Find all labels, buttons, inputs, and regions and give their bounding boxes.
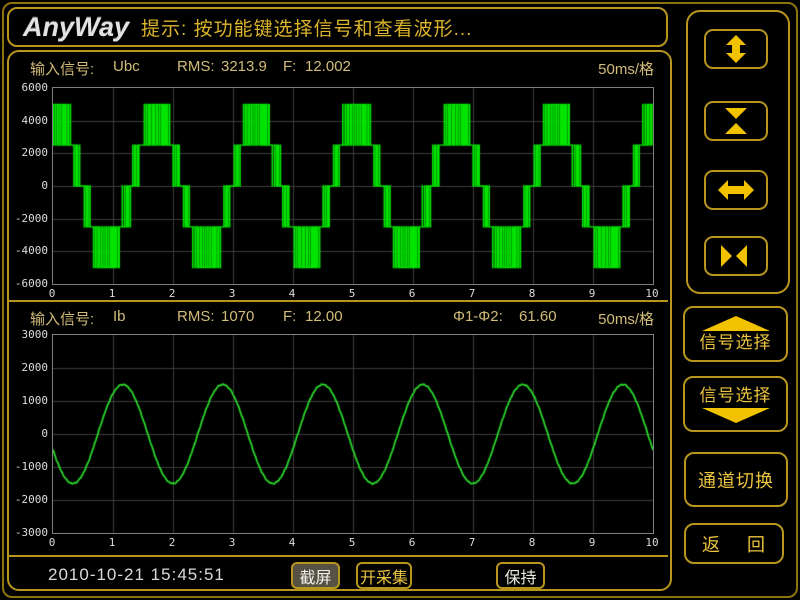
waveform-display-ib <box>52 334 654 534</box>
chart2-timebase: 50ms/格 <box>598 311 654 328</box>
chart2-phase-value: 61.60 <box>519 308 557 325</box>
y-tick-label: 3000 <box>21 328 49 341</box>
chart1-rms-value: 3213.9 <box>221 58 267 75</box>
y-tick-label: 4000 <box>21 113 49 127</box>
back-button[interactable]: 返 回 <box>684 523 784 564</box>
chart2-rms-label: RMS: <box>177 308 215 325</box>
anyway-logo: AnyWay <box>23 11 130 42</box>
y-tick-label: 0 <box>41 179 48 192</box>
header-bar: AnyWay 提示: 按功能键选择信号和查看波形... <box>7 7 668 47</box>
x-tick-label: 2 <box>168 287 176 300</box>
x-tick-label: 6 <box>408 287 416 300</box>
y-tick-label: -6000 <box>14 277 48 290</box>
chart1-rms-label: RMS: <box>177 58 215 75</box>
x-tick-label: 5 <box>348 536 356 549</box>
back-label-left: 返 <box>702 534 721 555</box>
start-capture-button[interactable]: 开采集 <box>356 562 412 589</box>
horizontal-expand-icon <box>718 180 754 200</box>
x-tick-label: 3 <box>228 287 236 300</box>
x-tick-label: 9 <box>588 287 596 300</box>
x-tick-label: 7 <box>468 287 476 300</box>
vertical-expand-icon <box>726 35 746 63</box>
triangle-up-icon <box>701 315 770 331</box>
signal-select-down-label: 信号选择 <box>699 385 772 405</box>
x-tick-label: 10 <box>645 287 659 300</box>
x-tick-label: 3 <box>228 536 236 549</box>
chart2-signal-name: Ib <box>113 308 126 325</box>
x-tick-label: 1 <box>108 536 116 549</box>
x-tick-label: 7 <box>468 536 476 549</box>
x-tick-label: 5 <box>348 287 356 300</box>
x-tick-label: 10 <box>645 536 659 549</box>
screenshot-button[interactable]: 截屏 <box>291 562 340 589</box>
y-tick-label: -2000 <box>14 493 48 506</box>
hold-button[interactable]: 保持 <box>496 562 545 589</box>
y-tick-label: -4000 <box>14 244 48 258</box>
x-tick-label: 2 <box>168 536 176 549</box>
back-label-right: 回 <box>747 534 766 555</box>
signal-select-up-label: 信号选择 <box>699 332 772 352</box>
channel-switch-button[interactable]: 通道切换 <box>684 452 788 507</box>
y-tick-label: -2000 <box>14 211 48 225</box>
chart1-freq-value: 12.002 <box>305 58 351 75</box>
x-tick-label: 1 <box>108 287 116 300</box>
chart2-rms-value: 1070 <box>221 308 255 325</box>
vertical-compress-icon <box>725 108 747 134</box>
y-tick-label: 2000 <box>21 361 49 374</box>
panel-divider <box>9 300 668 302</box>
x-tick-label: 4 <box>288 287 296 300</box>
chart2-header: 输入信号: Ib RMS: 1070 F: 12.00 Φ1-Φ2: 61.60… <box>7 308 670 330</box>
x-tick-label: 6 <box>408 536 416 549</box>
chart1-timebase: 50ms/格 <box>598 61 654 78</box>
horizontal-compress-button[interactable] <box>704 236 768 276</box>
bottom-divider <box>9 555 668 557</box>
timestamp: 2010-10-21 15:45:51 <box>48 565 225 584</box>
chart1-signal-label: 输入信号: <box>30 61 95 78</box>
x-tick-label: 8 <box>528 287 536 300</box>
y-tick-label: 1000 <box>21 394 49 407</box>
signal-select-down-button[interactable]: 信号选择 <box>683 376 788 432</box>
x-tick-label: 9 <box>588 536 596 549</box>
horizontal-compress-icon <box>721 245 747 267</box>
horizontal-expand-button[interactable] <box>704 170 768 210</box>
vertical-compress-button[interactable] <box>704 101 768 141</box>
y-tick-label: -1000 <box>14 460 48 473</box>
chart2-signal-label: 输入信号: <box>30 311 95 328</box>
chart1-header: 输入信号: Ubc RMS: 3213.9 F: 12.002 50ms/格 <box>7 58 670 80</box>
x-tick-label: 4 <box>288 536 296 549</box>
hint-text: 提示: 按功能键选择信号和查看波形... <box>141 18 473 40</box>
chart2-phase-label: Φ1-Φ2: <box>453 308 503 325</box>
chart2-freq-label: F: <box>283 308 297 325</box>
signal-select-up-button[interactable]: 信号选择 <box>683 306 788 362</box>
zoom-button-group <box>686 10 790 294</box>
x-tick-label: 0 <box>48 536 56 549</box>
vertical-expand-button[interactable] <box>704 29 768 69</box>
waveform-display-ubc <box>52 87 654 285</box>
y-tick-label: -3000 <box>14 526 48 539</box>
chart2-freq-value: 12.00 <box>305 308 343 325</box>
chart1-signal-name: Ubc <box>113 58 140 75</box>
y-tick-label: 0 <box>41 427 48 440</box>
y-tick-label: 6000 <box>21 81 49 94</box>
chart1-freq-label: F: <box>283 58 297 75</box>
triangle-down-icon <box>701 407 770 423</box>
y-tick-label: 2000 <box>21 146 49 160</box>
x-tick-label: 0 <box>48 287 56 300</box>
x-tick-label: 8 <box>528 536 536 549</box>
